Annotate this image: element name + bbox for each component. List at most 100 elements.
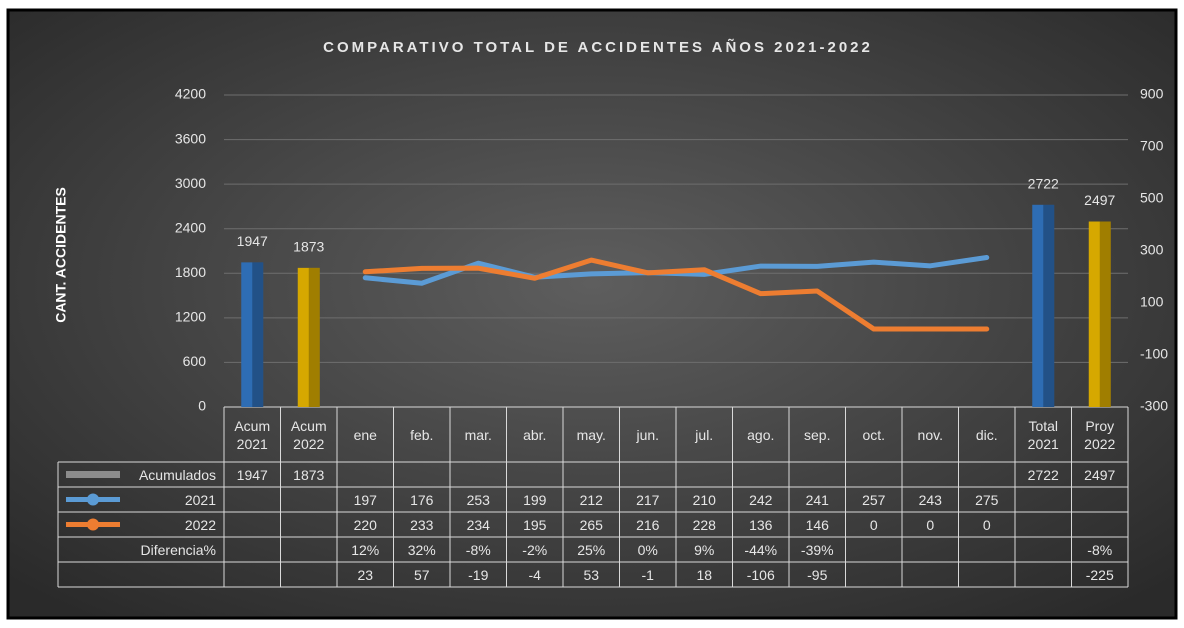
table-value: 199 xyxy=(523,491,547,508)
table-value: 2497 xyxy=(1084,466,1116,483)
table-value: -4 xyxy=(528,566,541,583)
table-value: 234 xyxy=(466,516,490,533)
y2-tick-label: -300 xyxy=(1140,398,1168,414)
y-tick-label: 0 xyxy=(198,398,206,414)
y-tick-label: 1200 xyxy=(175,309,206,325)
y-tick-label: 3600 xyxy=(175,130,206,146)
table-value: 1947 xyxy=(236,466,268,483)
table-value: 220 xyxy=(353,516,377,533)
bar-shade xyxy=(1099,221,1111,407)
legend-key xyxy=(87,518,99,531)
y-tick-label: 4200 xyxy=(175,86,206,102)
y2-tick-label: 300 xyxy=(1140,242,1164,258)
table-value: 0 xyxy=(869,516,878,533)
category-label: feb. xyxy=(410,426,434,443)
table-value: 53 xyxy=(583,566,600,583)
legend-label: 2022 xyxy=(184,516,216,533)
category-label: nov. xyxy=(917,426,943,443)
legend-label: Diferencia% xyxy=(140,541,216,558)
line xyxy=(362,257,990,332)
bar-shade xyxy=(252,262,264,407)
category-label: mar. xyxy=(464,426,492,443)
table-value: -44% xyxy=(744,541,778,558)
table-value: 0 xyxy=(926,516,935,533)
table-value: 197 xyxy=(353,491,377,508)
table-value: 0 xyxy=(982,516,991,533)
bar-shade xyxy=(308,267,320,407)
table-value: -1 xyxy=(641,566,654,583)
table-value: -225 xyxy=(1085,566,1114,583)
table-value: 0% xyxy=(637,541,658,558)
category-label: Acum 2022 xyxy=(290,417,327,452)
table-value: -8% xyxy=(465,541,491,558)
category-label: dic. xyxy=(975,426,998,443)
y-tick-label: 3000 xyxy=(175,175,206,191)
category-label: jun. xyxy=(636,426,660,443)
table-value: 12% xyxy=(351,541,380,558)
bar-shade xyxy=(1043,204,1055,407)
data-label: 1947 xyxy=(237,233,268,249)
y-tick-label: 1800 xyxy=(175,264,206,280)
table-value: 146 xyxy=(805,516,829,533)
table-value: 25% xyxy=(577,541,606,558)
table-value: 253 xyxy=(466,491,490,508)
bar xyxy=(297,267,320,407)
legend-label: 2021 xyxy=(184,491,216,508)
category-label: Acum 2021 xyxy=(234,417,271,452)
table-value: 18 xyxy=(696,566,713,583)
table-value: 257 xyxy=(862,491,886,508)
table-value: 176 xyxy=(410,491,434,508)
data-label: 2722 xyxy=(1028,175,1059,191)
table-value: 210 xyxy=(692,491,716,508)
y-tick-label: 2400 xyxy=(175,219,206,235)
table-value: 233 xyxy=(410,516,434,533)
table-value: 32% xyxy=(407,541,436,558)
table-value: -39% xyxy=(800,541,834,558)
category-label: sep. xyxy=(804,426,831,443)
table-value: -106 xyxy=(746,566,775,583)
table-value: 243 xyxy=(918,491,942,508)
table-value: 195 xyxy=(523,516,547,533)
table-value: 265 xyxy=(579,516,603,533)
y-axis-label: CANT. ACCIDENTES xyxy=(53,187,69,323)
table-value: 241 xyxy=(805,491,829,508)
chart-title: COMPARATIVO TOTAL DE ACCIDENTES AÑOS 202… xyxy=(323,38,873,56)
y-tick-label: 600 xyxy=(183,353,207,369)
category-label: Total 2021 xyxy=(1027,417,1059,452)
table-value: 9% xyxy=(694,541,715,558)
chart-background xyxy=(6,8,1178,620)
table-value: 212 xyxy=(579,491,603,508)
category-label: jul. xyxy=(695,426,714,443)
table-value: 2722 xyxy=(1027,466,1059,483)
legend-key xyxy=(87,493,99,506)
table-value: 275 xyxy=(975,491,999,508)
data-label: 1873 xyxy=(293,239,324,255)
bar xyxy=(1088,221,1111,407)
y2-tick-label: 500 xyxy=(1140,190,1164,206)
y2-tick-label: 100 xyxy=(1140,294,1164,310)
legend-key xyxy=(66,471,120,478)
category-label: Proy 2022 xyxy=(1084,417,1116,452)
category-label: may. xyxy=(576,426,606,443)
category-label: ago. xyxy=(747,426,775,443)
table-value: 217 xyxy=(636,491,660,508)
table-value: -8% xyxy=(1087,541,1113,558)
category-label: ene xyxy=(353,426,377,443)
category-label: oct. xyxy=(862,426,886,443)
y2-tick-label: 900 xyxy=(1140,86,1164,102)
table-value: -2% xyxy=(522,541,548,558)
category-label: abr. xyxy=(523,426,547,443)
bar xyxy=(1032,204,1055,407)
bar xyxy=(241,262,264,407)
table-value: 136 xyxy=(749,516,773,533)
data-label: 2497 xyxy=(1084,192,1115,208)
table-value: 23 xyxy=(357,566,374,583)
legend-label: Acumulados xyxy=(138,466,216,483)
table-value: 57 xyxy=(413,566,430,583)
table-value: 242 xyxy=(749,491,773,508)
table-value: -95 xyxy=(807,566,828,583)
table-value: 216 xyxy=(636,516,660,533)
table-value: 1873 xyxy=(293,466,325,483)
